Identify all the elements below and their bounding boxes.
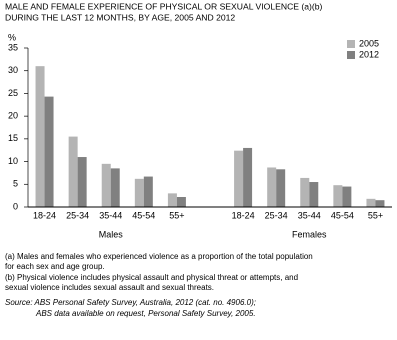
bar xyxy=(366,198,376,207)
bar xyxy=(143,176,153,207)
bar xyxy=(44,96,54,207)
legend-swatch xyxy=(347,40,355,48)
bar xyxy=(375,200,385,207)
bar xyxy=(276,169,286,207)
bar xyxy=(101,163,111,207)
legend-label: 2012 xyxy=(359,49,379,59)
y-tick-label: 10 xyxy=(8,156,18,166)
y-tick-label: 35 xyxy=(8,42,18,52)
footnote: sexual violence includes sexual assault … xyxy=(5,283,214,292)
group-label: Males xyxy=(99,229,124,239)
chart-title: DURING THE LAST 12 MONTHS, BY AGE, 2005 … xyxy=(5,12,235,22)
group-label: Females xyxy=(292,229,327,239)
x-tick-label: 18-24 xyxy=(33,210,56,220)
bar xyxy=(77,157,87,207)
source: Source: ABS Personal Safety Survey, Aust… xyxy=(5,298,256,307)
y-tick-label: 5 xyxy=(13,179,18,189)
x-tick-label: 25-34 xyxy=(66,210,89,220)
bar xyxy=(35,66,45,208)
footnote: (b) Physical violence includes physical … xyxy=(5,273,298,282)
legend-label: 2005 xyxy=(359,38,379,48)
bar xyxy=(176,197,186,207)
y-tick-label: 20 xyxy=(8,111,18,121)
x-tick-label: 18-24 xyxy=(232,210,255,220)
footnote: (a) Males and females who experienced vi… xyxy=(5,252,313,261)
bar xyxy=(68,136,78,207)
x-tick-label: 45-54 xyxy=(331,210,354,220)
legend-swatch xyxy=(347,51,355,59)
bar xyxy=(234,150,244,207)
x-tick-label: 45-54 xyxy=(132,210,155,220)
y-tick-label: 25 xyxy=(8,88,18,98)
bar xyxy=(243,147,253,207)
x-tick-label: 25-34 xyxy=(265,210,288,220)
bar xyxy=(134,178,144,207)
x-tick-label: 55+ xyxy=(368,210,383,220)
y-tick-label: 30 xyxy=(8,65,18,75)
bar xyxy=(309,182,319,207)
footnote: for each sex and age group. xyxy=(5,262,105,271)
bar xyxy=(167,193,177,207)
chart-title: MALE AND FEMALE EXPERIENCE OF PHYSICAL O… xyxy=(5,1,323,11)
x-tick-label: 55+ xyxy=(169,210,184,220)
y-axis-label: % xyxy=(8,32,16,42)
y-tick-label: 0 xyxy=(13,201,18,211)
source: ABS data available on request, Personal … xyxy=(35,309,256,318)
bar xyxy=(333,185,343,207)
x-tick-label: 35-44 xyxy=(298,210,321,220)
bar xyxy=(110,168,120,207)
y-tick-label: 15 xyxy=(8,133,18,143)
x-tick-label: 35-44 xyxy=(99,210,122,220)
bar xyxy=(300,177,310,207)
bar xyxy=(342,186,352,207)
bar xyxy=(267,167,277,207)
